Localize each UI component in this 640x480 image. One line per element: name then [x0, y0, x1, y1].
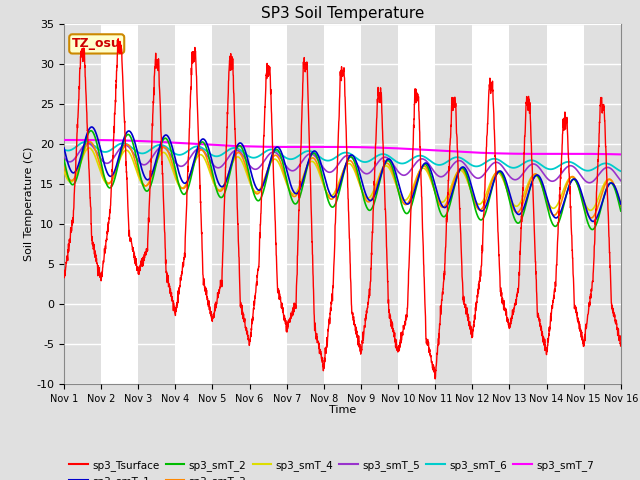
- sp3_smT_5: [617, 178, 625, 183]
- sp3_smT_6: [617, 168, 625, 174]
- sp3_smT_7: [76, 137, 84, 143]
- Bar: [101, 24, 138, 384]
- sp3_smT_2: [157, 143, 164, 148]
- sp3_smT_6: [124, 142, 132, 147]
- sp3_smT_1: [88, 124, 95, 130]
- Line: sp3_smT_3: sp3_smT_3: [64, 142, 621, 218]
- Line: sp3_smT_1: sp3_smT_1: [64, 127, 621, 221]
- Y-axis label: Soil Temperature (C): Soil Temperature (C): [24, 147, 33, 261]
- sp3_smT_5: [546, 178, 554, 183]
- sp3_smT_7: [274, 144, 282, 150]
- sp3_smT_2: [546, 215, 554, 220]
- sp3_smT_5: [157, 144, 164, 150]
- sp3_Tsurface: [547, 320, 554, 325]
- sp3_smT_2: [274, 147, 282, 153]
- sp3_smT_4: [60, 168, 68, 174]
- Line: sp3_smT_4: sp3_smT_4: [64, 148, 621, 210]
- sp3_smT_2: [60, 156, 68, 162]
- sp3_Tsurface: [115, 36, 122, 42]
- sp3_smT_4: [587, 207, 595, 213]
- sp3_Tsurface: [606, 263, 614, 269]
- sp3_smT_1: [589, 218, 597, 224]
- Line: sp3_Tsurface: sp3_Tsurface: [64, 39, 621, 379]
- sp3_Tsurface: [617, 341, 625, 347]
- Text: TZ_osu: TZ_osu: [72, 37, 121, 50]
- sp3_smT_1: [606, 180, 614, 186]
- sp3_smT_1: [124, 129, 132, 134]
- sp3_smT_6: [82, 139, 90, 144]
- sp3_smT_5: [586, 180, 593, 186]
- sp3_smT_6: [546, 167, 554, 172]
- sp3_smT_4: [546, 203, 554, 209]
- sp3_smT_3: [274, 154, 282, 159]
- sp3_smT_4: [124, 148, 132, 154]
- Line: sp3_smT_7: sp3_smT_7: [64, 140, 621, 155]
- Line: sp3_smT_5: sp3_smT_5: [64, 144, 621, 183]
- sp3_smT_5: [274, 151, 282, 157]
- sp3_smT_5: [84, 141, 92, 146]
- sp3_smT_5: [60, 155, 68, 160]
- sp3_Tsurface: [298, 114, 306, 120]
- sp3_smT_4: [606, 177, 614, 182]
- Bar: [472, 24, 509, 384]
- sp3_Tsurface: [60, 273, 68, 279]
- sp3_smT_3: [60, 163, 68, 169]
- sp3_smT_3: [606, 177, 614, 182]
- sp3_smT_3: [124, 142, 132, 147]
- sp3_smT_6: [606, 162, 614, 168]
- sp3_Tsurface: [431, 376, 439, 382]
- sp3_smT_4: [274, 158, 282, 164]
- sp3_smT_3: [86, 139, 93, 145]
- sp3_smT_7: [546, 151, 554, 157]
- sp3_smT_6: [274, 149, 282, 155]
- sp3_Tsurface: [157, 121, 164, 127]
- X-axis label: Time: Time: [329, 405, 356, 415]
- sp3_smT_7: [124, 138, 132, 144]
- sp3_smT_1: [60, 145, 68, 151]
- sp3_smT_3: [157, 147, 164, 153]
- Bar: [324, 24, 361, 384]
- sp3_smT_6: [298, 151, 306, 156]
- sp3_smT_7: [60, 137, 68, 143]
- Legend: sp3_Tsurface, sp3_smT_1, sp3_smT_2, sp3_smT_3, sp3_smT_4, sp3_smT_5, sp3_smT_6, : sp3_Tsurface, sp3_smT_1, sp3_smT_2, sp3_…: [69, 460, 594, 480]
- sp3_smT_1: [617, 201, 625, 207]
- sp3_smT_2: [606, 180, 614, 186]
- Title: SP3 Soil Temperature: SP3 Soil Temperature: [260, 6, 424, 22]
- sp3_smT_7: [617, 152, 625, 157]
- sp3_smT_3: [617, 204, 625, 209]
- Line: sp3_smT_6: sp3_smT_6: [64, 142, 621, 171]
- sp3_smT_5: [298, 159, 306, 165]
- sp3_smT_5: [124, 143, 132, 149]
- sp3_smT_1: [546, 205, 554, 211]
- sp3_smT_6: [60, 146, 68, 152]
- sp3_smT_5: [606, 165, 614, 171]
- Bar: [398, 24, 435, 384]
- sp3_smT_6: [157, 142, 164, 148]
- sp3_smT_3: [298, 180, 306, 185]
- sp3_smT_2: [298, 187, 306, 192]
- sp3_smT_2: [124, 132, 132, 137]
- sp3_Tsurface: [124, 200, 132, 206]
- sp3_smT_7: [157, 139, 164, 145]
- sp3_Tsurface: [274, 290, 282, 296]
- sp3_smT_3: [588, 215, 595, 221]
- sp3_smT_4: [85, 145, 93, 151]
- sp3_smT_2: [617, 208, 625, 214]
- sp3_smT_2: [87, 128, 95, 133]
- sp3_smT_3: [546, 208, 554, 214]
- Line: sp3_smT_2: sp3_smT_2: [64, 131, 621, 229]
- sp3_smT_2: [589, 227, 596, 232]
- sp3_smT_1: [157, 141, 164, 146]
- Bar: [250, 24, 287, 384]
- sp3_smT_1: [298, 181, 306, 187]
- Bar: [547, 24, 584, 384]
- sp3_smT_7: [298, 144, 306, 150]
- sp3_smT_4: [617, 200, 625, 206]
- sp3_smT_4: [298, 177, 306, 183]
- sp3_smT_7: [606, 151, 614, 157]
- Bar: [175, 24, 212, 384]
- sp3_smT_1: [274, 144, 282, 150]
- sp3_smT_4: [157, 151, 164, 157]
